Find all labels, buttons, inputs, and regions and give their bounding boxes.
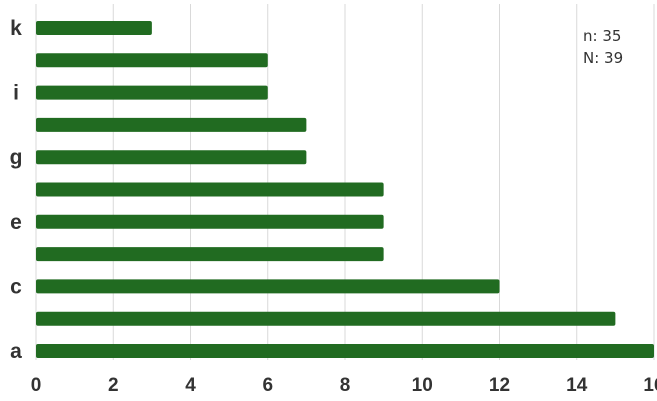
bar-j: [36, 53, 268, 68]
bar-k: [36, 21, 152, 35]
bar-h: [36, 117, 307, 132]
x-tick-label: 6: [262, 375, 273, 396]
x-tick-label: 14: [566, 375, 588, 396]
x-tick-labels: 0 2 4 6 8 10 12 14 16: [31, 375, 657, 396]
sample-size-n: n: 35: [583, 27, 622, 45]
x-tick-label: 4: [185, 375, 196, 396]
bar-b: [36, 311, 616, 326]
x-tick-label: 16: [643, 375, 657, 396]
sample-size-N: N: 39: [583, 49, 624, 67]
bar-g: [36, 150, 307, 165]
category-label-c: c: [10, 275, 22, 298]
bar-a: [36, 344, 654, 358]
category-label-i: i: [13, 82, 19, 105]
bar-c: [36, 279, 500, 294]
x-tick-label: 10: [412, 375, 433, 396]
x-tick-label: 0: [31, 375, 42, 396]
x-tick-label: 2: [108, 375, 119, 396]
x-tick-label: 12: [489, 375, 510, 396]
category-label-e: e: [10, 211, 22, 234]
category-label-g: g: [10, 146, 23, 169]
bar-d: [36, 247, 384, 262]
bar-i: [36, 85, 268, 100]
category-label-a: a: [10, 340, 22, 363]
category-labels: a c e g i k: [10, 17, 23, 363]
x-tick-label: 8: [340, 375, 351, 396]
bars: [36, 21, 654, 358]
bar-f: [36, 182, 384, 197]
bar-e: [36, 214, 384, 229]
category-label-k: k: [10, 17, 22, 40]
